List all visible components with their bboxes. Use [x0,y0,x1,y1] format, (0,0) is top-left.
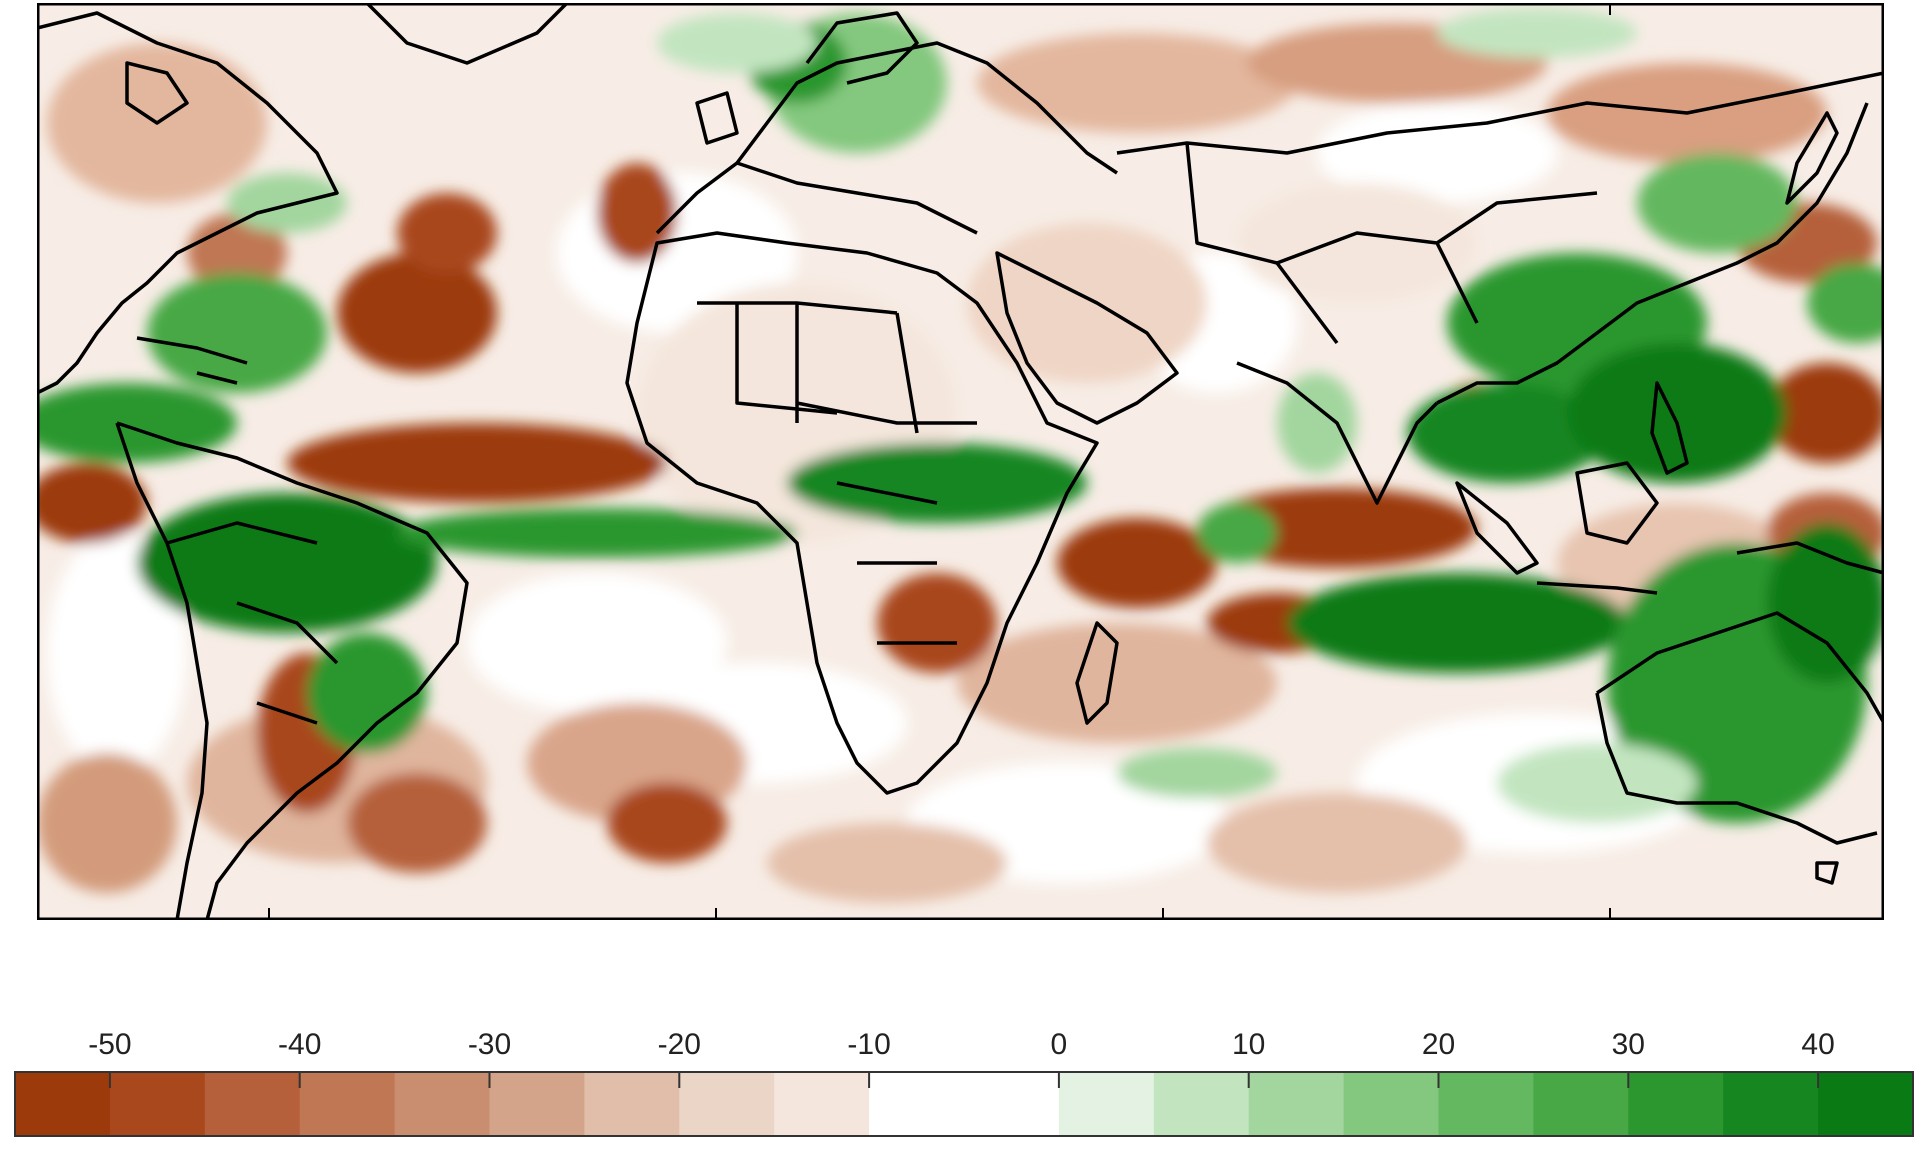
colorbar-tick-label: 0 [1051,1028,1068,1061]
colorbar-bin [15,1072,111,1136]
colorbar-bin [1818,1072,1914,1136]
anomaly-map [37,3,1884,920]
coast-tasmania [1815,861,1839,885]
coast-scandinavia [805,11,919,85]
colorbar-bin [109,1072,206,1136]
colorbar-bin [1343,1072,1439,1136]
border-africa-interior [697,301,977,645]
coast-uk [695,91,739,145]
coastlines [37,3,1884,920]
colorbar-tick-label: -30 [468,1028,511,1061]
coast-east-asia [1436,102,1869,405]
colorbar: -50-40-30-20-1001020304050 [14,1028,1914,1137]
coast-new-guinea [1736,541,1884,575]
colorbar-bin [394,1072,490,1136]
coast-arctic-islands [125,61,189,125]
coast-japan [1785,111,1839,205]
colorbar-bin [679,1072,775,1136]
colorbar-tick-label: 40 [1801,1028,1834,1061]
anomaly-field [37,8,1884,903]
colorbar-ticks [108,1072,1820,1088]
colorbar-bins [15,1072,1914,1136]
colorbar-bin [204,1072,301,1136]
coast-asia-north [1116,71,1884,155]
colorbar-bin [584,1072,680,1136]
coast-south-america [115,421,469,920]
coast-greenland [365,3,569,65]
colorbar-tick-label: -20 [658,1028,701,1061]
coast-sumatra [1455,481,1539,575]
colorbar-bin [489,1072,585,1136]
colorbar-tick-label: -40 [278,1028,321,1061]
colorbar-frame [14,1071,1914,1137]
colorbar-bin [1438,1072,1534,1136]
border-asia-interior [1185,142,1598,345]
coast-europe [655,41,1118,235]
colorbar-bin [1248,1072,1345,1136]
coast-arabia [995,251,1179,425]
border-south-america-interior [166,521,339,725]
colorbar-tick-label: -10 [847,1028,890,1061]
colorbar-labels: -50-40-30-20-1001020304050 [88,1028,1835,1061]
colorbar-tick-label: 20 [1422,1028,1455,1061]
colorbar-bin [299,1072,396,1136]
colorbar-tick-label: -50 [88,1028,131,1061]
colorbar-bin [1533,1072,1629,1136]
coast-philippines [1650,381,1689,475]
coast-north-america [37,11,339,395]
coast-java [1536,581,1658,595]
colorbar-bin [1153,1072,1250,1136]
colorbar-bin [1058,1072,1155,1136]
coast-caribbean [136,336,248,385]
coast-madagascar [1075,621,1119,725]
coast-australia [1595,611,1884,845]
colorbar-bin [1723,1072,1819,1136]
coast-borneo [1575,461,1659,545]
coast-india [1236,361,1439,505]
colorbar-bin [774,1072,870,1136]
map-border [37,3,1884,920]
colorbar-bin [964,1072,1060,1136]
coast-africa [625,231,1099,795]
colorbar-bin [869,1072,965,1136]
colorbar-bin [1628,1072,1724,1136]
colorbar-tick-label: 30 [1612,1028,1645,1061]
colorbar-tick-label: 10 [1232,1028,1265,1061]
